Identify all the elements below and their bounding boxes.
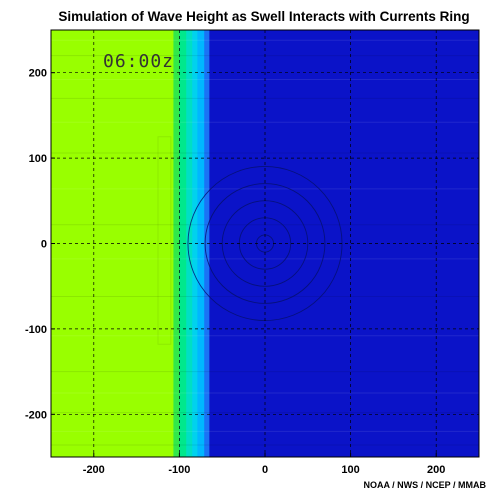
y-tick-label: -200 (25, 409, 47, 421)
texture-block (157, 136, 172, 345)
credit-text: NOAA / NWS / NCEP / MMAB (363, 480, 486, 490)
field-band-1 (173, 30, 180, 457)
y-tick-label: 100 (29, 153, 47, 165)
x-tick-label: 200 (427, 464, 445, 476)
x-tick-label: -200 (83, 464, 105, 476)
chart-title: Simulation of Wave Height as Swell Inter… (58, 9, 469, 24)
ring-contour-3 (204, 183, 326, 304)
field-band-7 (209, 30, 479, 457)
x-axis-ticks: -200 -100 0 100 200 (83, 453, 445, 476)
y-tick-label: -100 (25, 324, 47, 336)
x-tick-label: -100 (168, 464, 190, 476)
y-axis-ticks: -200 -100 0 100 200 (25, 68, 55, 421)
x-tick-label: 0 (262, 464, 268, 476)
grid-lines (51, 30, 479, 457)
time-label: 06:00z (103, 51, 174, 72)
x-tick-label: 100 (341, 464, 359, 476)
y-tick-label: 200 (29, 68, 47, 80)
y-tick-label: 0 (41, 239, 47, 251)
